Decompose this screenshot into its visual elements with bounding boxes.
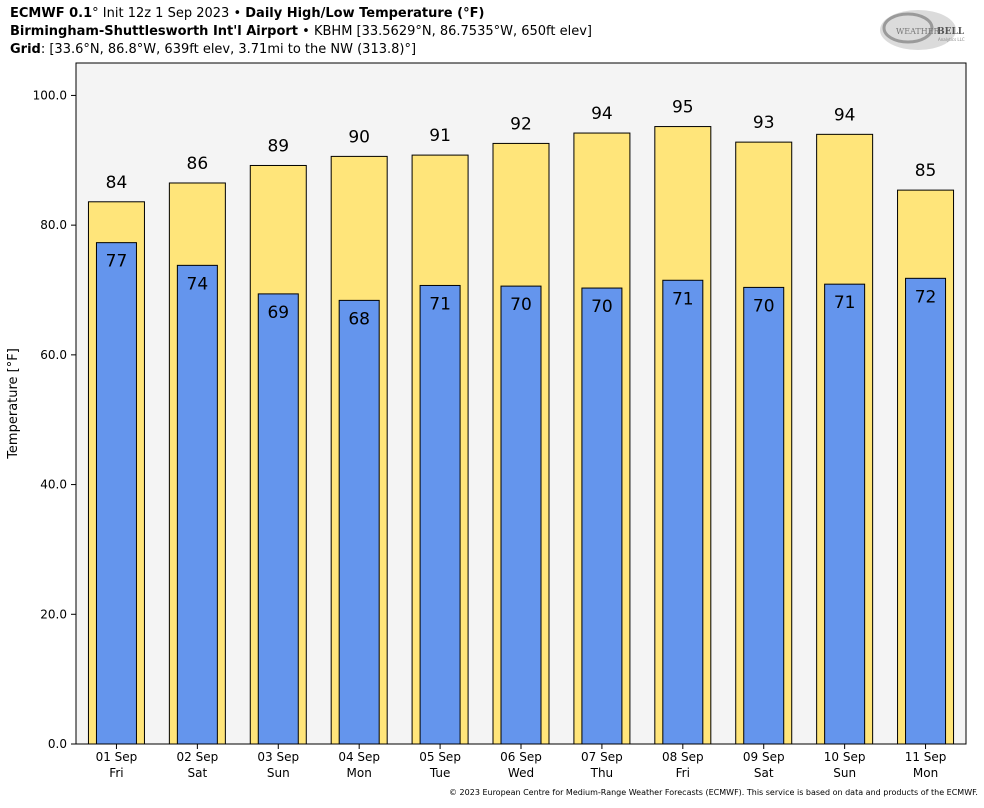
model-name: ECMWF 0.1	[10, 6, 93, 21]
low-bar	[419, 284, 461, 745]
station-details: KBHM [33.5629°N, 86.7535°W, 650ft elev]	[313, 24, 592, 39]
svg-text:Analytics LLC: Analytics LLC	[938, 37, 965, 42]
x-tick-day: Mon	[347, 766, 372, 780]
init-time: Init 12z 1 Sep 2023	[98, 6, 230, 21]
degree-symbol: °	[92, 6, 99, 21]
low-bar	[905, 277, 947, 745]
low-value-label: 70	[510, 295, 532, 315]
x-tick-date: 01 Sep	[96, 750, 138, 764]
low-value-label: 71	[429, 294, 451, 314]
x-tick-day: Sat	[754, 766, 774, 780]
x-tick-date: 07 Sep	[581, 750, 623, 764]
svg-text:BELL: BELL	[937, 27, 965, 37]
x-axis: 01 Sep Fri 02 Sep Sat 03 Sep Sun 04 Sep Mon 05 S…	[96, 744, 947, 780]
low-value-label: 71	[834, 293, 856, 313]
low-bar	[95, 242, 137, 745]
high-value-label: 84	[106, 173, 128, 193]
low-value-label: 68	[348, 309, 370, 329]
header-line-station: Birmingham-Shuttlesworth Int'l Airport •…	[10, 23, 592, 40]
low-value-label: 70	[753, 296, 775, 316]
x-tick-date: 03 Sep	[257, 750, 299, 764]
high-value-label: 94	[834, 105, 856, 125]
high-value-label: 91	[429, 126, 451, 146]
x-tick-date: 06 Sep	[500, 750, 542, 764]
x-tick-day: Mon	[913, 766, 938, 780]
x-tick-date: 08 Sep	[662, 750, 704, 764]
x-tick-day: Fri	[676, 766, 690, 780]
low-value-label: 70	[591, 297, 613, 317]
product-name: Daily High/Low Temperature (°F)	[245, 6, 485, 21]
separator: •	[229, 6, 246, 21]
low-bar	[257, 293, 299, 745]
x-tick-day: Sun	[267, 766, 290, 780]
x-tick-date: 11 Sep	[905, 750, 947, 764]
high-value-label: 94	[591, 104, 613, 124]
y-tick-label: 20.0	[40, 607, 67, 621]
x-tick-date: 05 Sep	[419, 750, 461, 764]
low-bar	[743, 286, 785, 745]
x-tick-day: Fri	[109, 766, 123, 780]
x-tick-day: Sun	[833, 766, 856, 780]
x-tick-day: Thu	[590, 766, 614, 780]
x-tick-day: Sat	[188, 766, 208, 780]
y-axis-title: Temperature [°F]	[6, 348, 21, 460]
x-tick-date: 04 Sep	[338, 750, 380, 764]
low-bar	[338, 299, 380, 745]
y-tick-label: 40.0	[40, 478, 67, 492]
x-tick-date: 10 Sep	[824, 750, 866, 764]
x-tick-day: Wed	[508, 766, 534, 780]
low-value-label: 71	[672, 289, 694, 309]
low-bar	[500, 285, 542, 745]
low-bar	[581, 287, 623, 745]
low-value-label: 77	[106, 252, 128, 272]
high-value-label: 86	[187, 154, 209, 174]
x-tick-date: 09 Sep	[743, 750, 785, 764]
y-tick-label: 0.0	[48, 737, 67, 751]
low-value-label: 74	[187, 274, 209, 294]
grid-label: Grid	[10, 42, 41, 57]
high-value-label: 93	[753, 113, 775, 133]
y-axis: 0.0 20.0 40.0 60.0 80.0 100.0	[33, 88, 76, 751]
header-line-grid: Grid: [33.6°N, 86.8°W, 639ft elev, 3.71m…	[10, 41, 416, 58]
low-value-label: 69	[267, 303, 289, 323]
high-value-label: 89	[267, 136, 289, 156]
low-value-label: 72	[915, 287, 937, 307]
svg-text:WEATHER: WEATHER	[896, 27, 941, 36]
x-tick-day: Tue	[429, 766, 451, 780]
low-bar	[176, 264, 218, 745]
high-value-label: 95	[672, 98, 694, 118]
y-tick-label: 100.0	[33, 88, 67, 102]
station-name: Birmingham-Shuttlesworth Int'l Airport	[10, 24, 299, 39]
copyright-notice: © 2023 European Centre for Medium-Range …	[449, 788, 978, 797]
grid-details: : [33.6°N, 86.8°W, 639ft elev, 3.71mi to…	[40, 42, 417, 57]
high-value-label: 90	[348, 127, 370, 147]
y-tick-label: 60.0	[40, 348, 67, 362]
low-bar	[824, 283, 866, 745]
bar-series: 84 77 86 74 89 69 90 68 91 71 92 70 94 70 95 71 93 70 94 71…	[75, 62, 967, 745]
weatherbell-logo: WEATHER BELL Analytics LLC	[880, 10, 965, 50]
high-value-label: 85	[915, 161, 937, 181]
separator: •	[298, 24, 314, 39]
low-bar	[662, 279, 704, 745]
high-value-label: 92	[510, 114, 532, 134]
y-tick-label: 80.0	[40, 218, 67, 232]
x-tick-date: 02 Sep	[177, 750, 219, 764]
header-line-model: ECMWF 0.1° Init 12z 1 Sep 2023 • Daily H…	[10, 5, 484, 22]
